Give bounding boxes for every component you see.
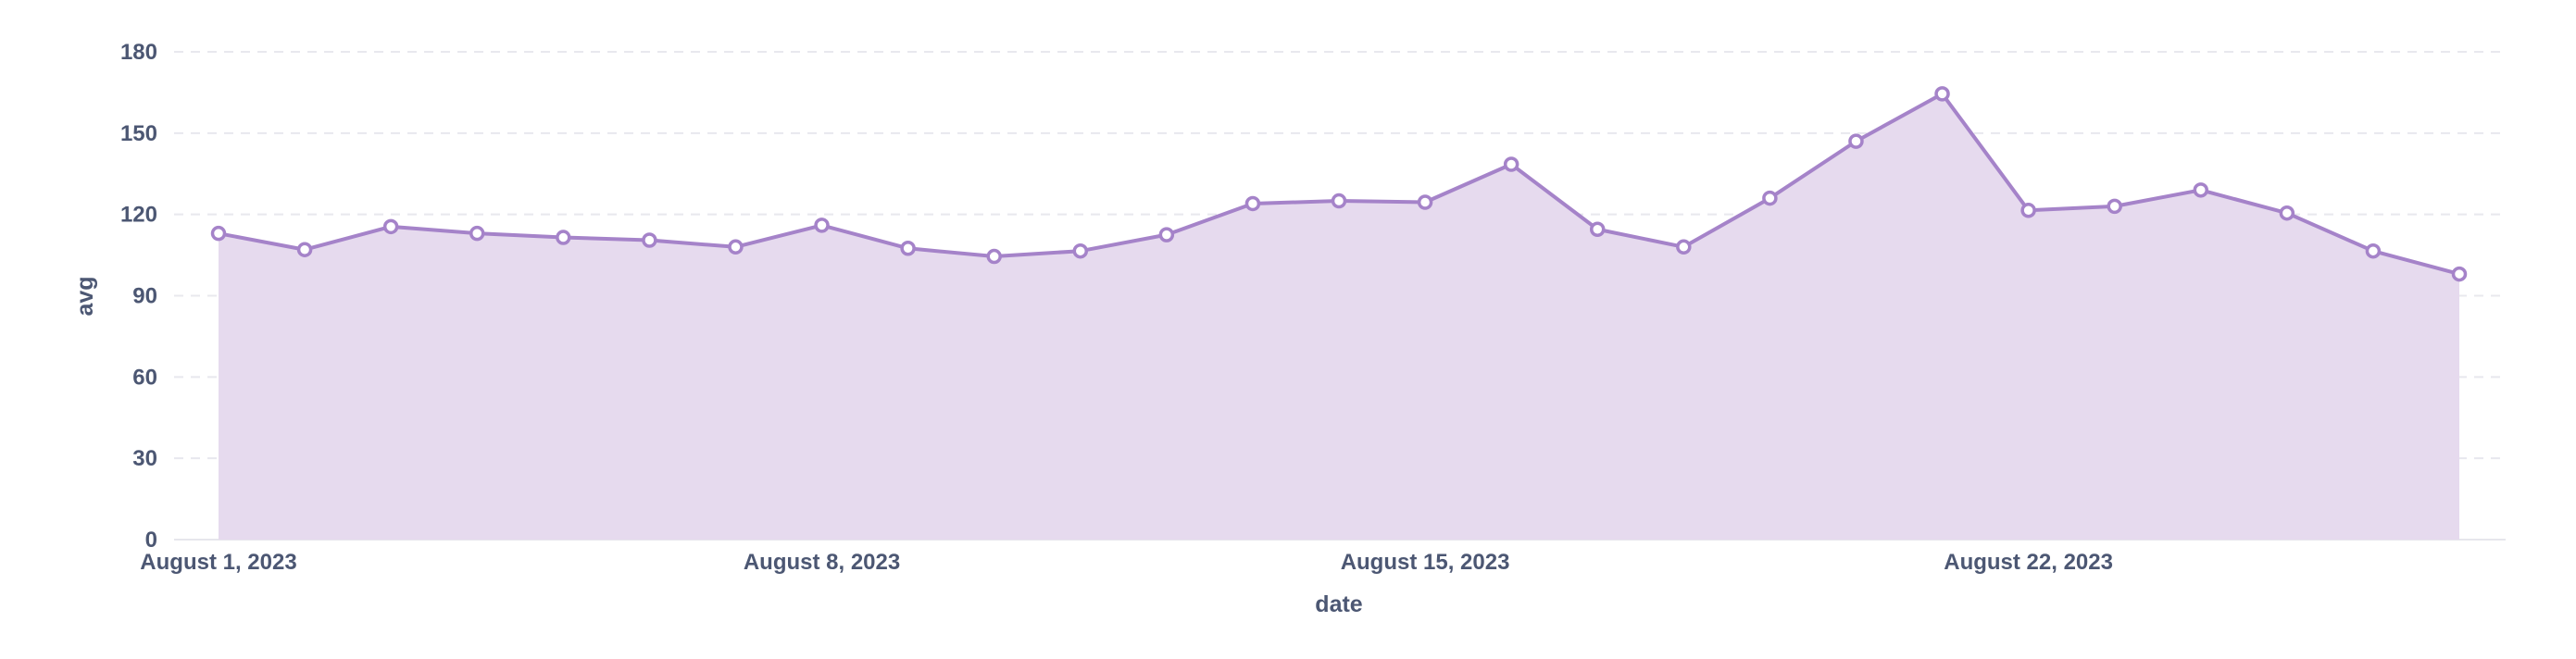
x-tick-label: August 15, 2023 [1341, 550, 1510, 575]
data-point[interactable] [1072, 242, 1089, 259]
data-point[interactable] [2365, 242, 2382, 259]
data-point[interactable] [1762, 190, 1778, 206]
data-point[interactable] [556, 230, 571, 245]
x-tick-label: August 8, 2023 [744, 550, 900, 575]
data-point[interactable] [382, 218, 399, 235]
data-point[interactable] [986, 248, 1002, 265]
data-point[interactable] [1244, 195, 1261, 212]
data-point[interactable] [814, 218, 830, 233]
data-point[interactable] [1848, 133, 1864, 149]
data-point[interactable] [1417, 194, 1433, 210]
data-point[interactable] [1331, 193, 1347, 209]
data-point[interactable] [2193, 182, 2209, 198]
y-axis-title: avg [72, 276, 98, 316]
y-axis-ticks: 0 30 60 90 120 150 180 [120, 40, 157, 553]
data-point[interactable] [2020, 203, 2036, 218]
x-axis-ticks: August 1, 2023 August 8, 2023 August 15, 2… [140, 550, 2113, 575]
y-tick-label: 30 [132, 446, 157, 471]
x-tick-label: August 1, 2023 [140, 550, 296, 575]
data-point[interactable] [900, 241, 916, 256]
data-point[interactable] [1158, 227, 1175, 242]
data-point[interactable] [296, 242, 313, 257]
data-point[interactable] [210, 225, 227, 242]
data-point[interactable] [728, 239, 744, 255]
data-point[interactable] [642, 232, 657, 248]
y-tick-label: 60 [132, 365, 157, 390]
series-area [219, 93, 2459, 540]
data-point[interactable] [1503, 156, 1519, 172]
y-tick-label: 180 [120, 40, 157, 65]
y-tick-label: 0 [145, 528, 157, 553]
data-point[interactable] [1589, 221, 1606, 238]
y-tick-label: 150 [120, 121, 157, 146]
x-axis-title: date [1315, 591, 1363, 617]
y-tick-label: 120 [120, 203, 157, 228]
data-point[interactable] [469, 225, 485, 242]
data-point[interactable] [2107, 198, 2122, 215]
data-point[interactable] [2451, 266, 2468, 282]
data-point[interactable] [1676, 239, 1692, 255]
data-point[interactable] [2279, 205, 2295, 221]
data-point[interactable] [1934, 86, 1950, 102]
area-fill-layer [219, 93, 2459, 540]
x-tick-label: August 22, 2023 [1944, 550, 2113, 575]
data-points [210, 86, 2468, 282]
y-tick-label: 90 [132, 284, 157, 309]
